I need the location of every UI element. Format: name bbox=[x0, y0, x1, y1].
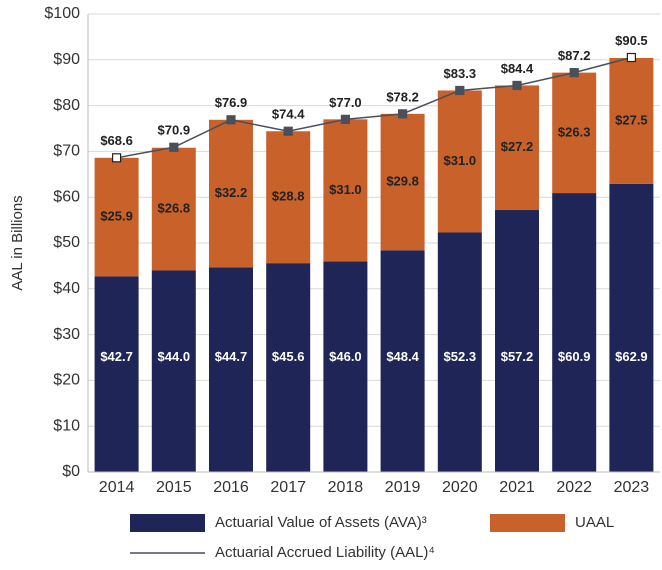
bar-segment bbox=[380, 113, 425, 251]
y-tick-label: $50 bbox=[53, 234, 80, 251]
bar-segment bbox=[266, 131, 311, 264]
y-tick-label: $0 bbox=[62, 463, 80, 480]
data-label: $29.8 bbox=[386, 174, 419, 189]
bar-segment bbox=[609, 183, 654, 472]
x-tick-label: 2015 bbox=[156, 479, 192, 496]
data-label: $90.5 bbox=[615, 33, 648, 48]
data-label: $26.3 bbox=[558, 124, 591, 139]
y-tick-label: $70 bbox=[53, 143, 80, 160]
data-label: $68.6 bbox=[100, 133, 133, 148]
bar-segment bbox=[552, 193, 597, 472]
line-marker bbox=[626, 52, 637, 63]
bar-segment bbox=[266, 263, 311, 472]
legend-swatch bbox=[130, 514, 205, 532]
data-label: $70.9 bbox=[158, 123, 191, 138]
bar-segment bbox=[380, 250, 425, 472]
data-label: $76.9 bbox=[215, 95, 248, 110]
x-tick-label: 2019 bbox=[385, 479, 421, 496]
bar-segment bbox=[495, 85, 539, 211]
line-marker bbox=[283, 126, 293, 136]
data-label: $31.0 bbox=[444, 153, 477, 168]
y-tick-label: $20 bbox=[53, 372, 80, 389]
y-tick-label: $90 bbox=[53, 51, 80, 68]
bar-segment bbox=[94, 276, 139, 472]
data-label: $48.4 bbox=[386, 349, 419, 364]
line-marker bbox=[455, 85, 465, 96]
y-tick-label: $40 bbox=[53, 280, 80, 297]
bar-segment bbox=[323, 261, 368, 472]
bar-segment bbox=[94, 157, 139, 277]
data-label: $28.8 bbox=[272, 189, 305, 204]
x-tick-label: 2021 bbox=[499, 479, 535, 496]
data-label: $52.3 bbox=[444, 349, 477, 364]
data-label: $27.5 bbox=[615, 112, 648, 127]
legend-label: Actuarial Value of Assets (AVA)³ bbox=[215, 514, 427, 531]
x-tick-label: 2014 bbox=[99, 479, 135, 496]
bar-segment bbox=[552, 72, 597, 194]
data-label: $27.2 bbox=[501, 139, 534, 154]
bar-segment bbox=[437, 232, 482, 472]
data-label: $44.7 bbox=[215, 349, 248, 364]
data-label: $57.2 bbox=[501, 349, 534, 364]
line-marker bbox=[512, 80, 522, 91]
data-label: $42.7 bbox=[100, 349, 133, 364]
bar-segment bbox=[151, 147, 196, 271]
data-label: $83.3 bbox=[444, 66, 477, 81]
x-tick-label: 2017 bbox=[270, 479, 306, 496]
bar-segment bbox=[609, 57, 654, 184]
x-tick-label: 2016 bbox=[213, 479, 249, 496]
legend-swatch bbox=[490, 514, 565, 532]
data-label: $87.2 bbox=[558, 48, 591, 63]
data-label: $60.9 bbox=[558, 349, 591, 364]
bar-segment bbox=[151, 270, 196, 472]
line-marker bbox=[226, 115, 236, 125]
y-tick-label: $100 bbox=[44, 5, 80, 22]
line-marker bbox=[169, 142, 179, 152]
data-label: $77.0 bbox=[329, 95, 362, 110]
data-label: $74.4 bbox=[272, 107, 305, 122]
bar-segment bbox=[209, 119, 253, 268]
x-tick-label: 2022 bbox=[556, 479, 592, 496]
y-tick-label: $80 bbox=[53, 97, 80, 114]
data-label: $45.6 bbox=[272, 349, 305, 364]
y-tick-label: $10 bbox=[53, 417, 80, 434]
bar-segment bbox=[495, 210, 539, 473]
x-tick-label: 2023 bbox=[614, 479, 650, 496]
data-label: $26.8 bbox=[158, 201, 191, 216]
data-label: $32.2 bbox=[215, 185, 248, 200]
legend-label: Actuarial Accrued Liability (AAL)⁴ bbox=[215, 544, 435, 561]
y-tick-label: $60 bbox=[53, 188, 80, 205]
y-tick-label: $30 bbox=[53, 326, 80, 343]
data-label: $84.4 bbox=[501, 61, 534, 76]
data-label: $46.0 bbox=[329, 349, 362, 364]
data-label: $44.0 bbox=[158, 349, 191, 364]
line-marker bbox=[340, 114, 350, 124]
data-label: $31.0 bbox=[329, 182, 362, 197]
y-axis-label: AAL in Billions bbox=[9, 195, 26, 290]
line-marker bbox=[398, 109, 408, 119]
legend-label: UAAL bbox=[575, 514, 614, 531]
line bbox=[116, 56, 632, 159]
x-tick-label: 2018 bbox=[328, 479, 364, 496]
data-label: $62.9 bbox=[615, 349, 648, 364]
bar-segment bbox=[209, 267, 253, 472]
line-marker bbox=[569, 68, 579, 78]
data-label: $78.2 bbox=[386, 89, 419, 104]
bar-segment bbox=[323, 119, 368, 262]
data-label: $25.9 bbox=[100, 209, 133, 224]
line-marker bbox=[111, 153, 122, 163]
bar-segment bbox=[437, 90, 482, 233]
x-tick-label: 2020 bbox=[442, 479, 478, 496]
